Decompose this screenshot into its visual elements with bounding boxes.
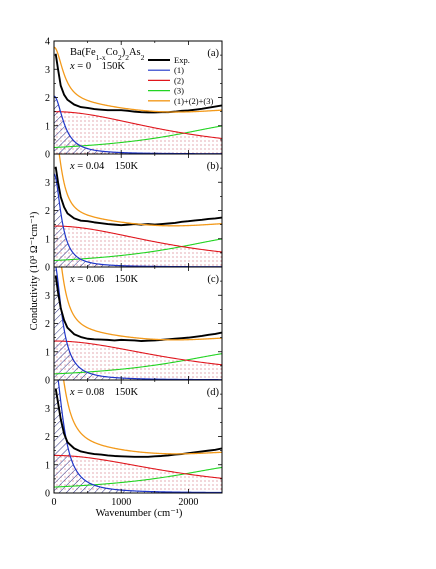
component-2-fill xyxy=(54,455,222,493)
series-3-line xyxy=(54,125,222,149)
x-tick-label: 1000 xyxy=(111,497,131,508)
panel-c: 0 1 2 3 (c) x = 0.06 150K xyxy=(45,266,223,387)
y-axis-label: Conductivity (10³ Ω⁻¹cm⁻¹) xyxy=(29,211,40,330)
component-2-fill xyxy=(54,341,222,380)
series-sum-line xyxy=(60,267,222,341)
series-exp-line xyxy=(54,166,222,227)
y-tick-label: 0 xyxy=(45,263,50,274)
legend-entry: Exp. xyxy=(174,55,190,65)
series-exp-line xyxy=(54,53,222,114)
component-2-fill xyxy=(54,226,222,267)
y-tick-label: 0 xyxy=(45,489,50,500)
panel-condition: x = 0.08 150K xyxy=(69,387,138,398)
panel-condition: x = 0.06 150K xyxy=(69,274,138,285)
y-tick-label: 2 xyxy=(45,93,50,104)
y-tick-label: 2 xyxy=(45,319,50,330)
y-tick-label: 2 xyxy=(45,432,50,443)
series-1-line xyxy=(57,380,222,493)
series-sum-line xyxy=(54,46,222,113)
component-2-fill xyxy=(54,111,222,154)
panel-b: 0 1 2 3 (b) x = 0.04 150K xyxy=(45,153,223,274)
component-1-fill xyxy=(54,96,222,154)
panel-letter: (d) xyxy=(207,387,220,398)
series-2-line xyxy=(54,111,222,140)
y-tick-label: 0 xyxy=(45,150,50,161)
series-2-line xyxy=(54,454,222,479)
component-1-fill xyxy=(54,267,222,380)
y-tick-label: 3 xyxy=(45,65,50,76)
series-3-line xyxy=(54,466,222,488)
panel-d: 0 1 2 3 0 1000 2000 (d) x = 0.08 150K xyxy=(45,379,223,508)
y-tick-label: 2 xyxy=(45,206,50,217)
y-tick-label: 3 xyxy=(45,404,50,415)
series-exp-line xyxy=(54,275,222,342)
series-sum-line xyxy=(63,380,222,455)
y-tick-label: 3 xyxy=(45,178,50,189)
x-tick-label: 0 xyxy=(52,497,57,508)
legend-entry: (3) xyxy=(174,86,184,96)
series-sum-line xyxy=(58,154,222,227)
component-1-fill xyxy=(54,380,222,493)
panel-letter: (c) xyxy=(207,274,219,285)
y-tick-label: 4 xyxy=(45,37,50,48)
panel-letter: (b) xyxy=(207,161,220,172)
legend: Exp.(1)(2)(3)(1)+(2)+(3) xyxy=(148,55,213,106)
y-tick-label: 1 xyxy=(45,121,50,132)
y-tick-label: 1 xyxy=(45,460,50,471)
panel-condition: x = 0.04 150K xyxy=(69,161,138,172)
x-tick-label: 2000 xyxy=(178,497,198,508)
series-exp-line xyxy=(54,388,222,458)
series-2-line xyxy=(54,225,222,253)
series-3-line xyxy=(54,238,222,262)
x-axis-label: Wavenumber (cm⁻¹) xyxy=(96,508,183,519)
legend-entry: (1)+(2)+(3) xyxy=(174,96,213,106)
y-tick-label: 1 xyxy=(45,347,50,358)
y-tick-label: 1 xyxy=(45,234,50,245)
panel-letter: (a) xyxy=(207,48,219,59)
series-2-line xyxy=(54,340,222,366)
legend-entry: (2) xyxy=(174,75,184,85)
compound-label: Ba(Fe1-xCo2)2As2 xyxy=(70,47,145,62)
legend-entry: (1) xyxy=(174,65,184,75)
series-3-line xyxy=(54,353,222,375)
panel-condition: x = 0 150K xyxy=(69,61,125,72)
y-tick-label: 0 xyxy=(45,376,50,387)
y-tick-label: 3 xyxy=(45,291,50,302)
component-1-fill xyxy=(54,173,222,267)
